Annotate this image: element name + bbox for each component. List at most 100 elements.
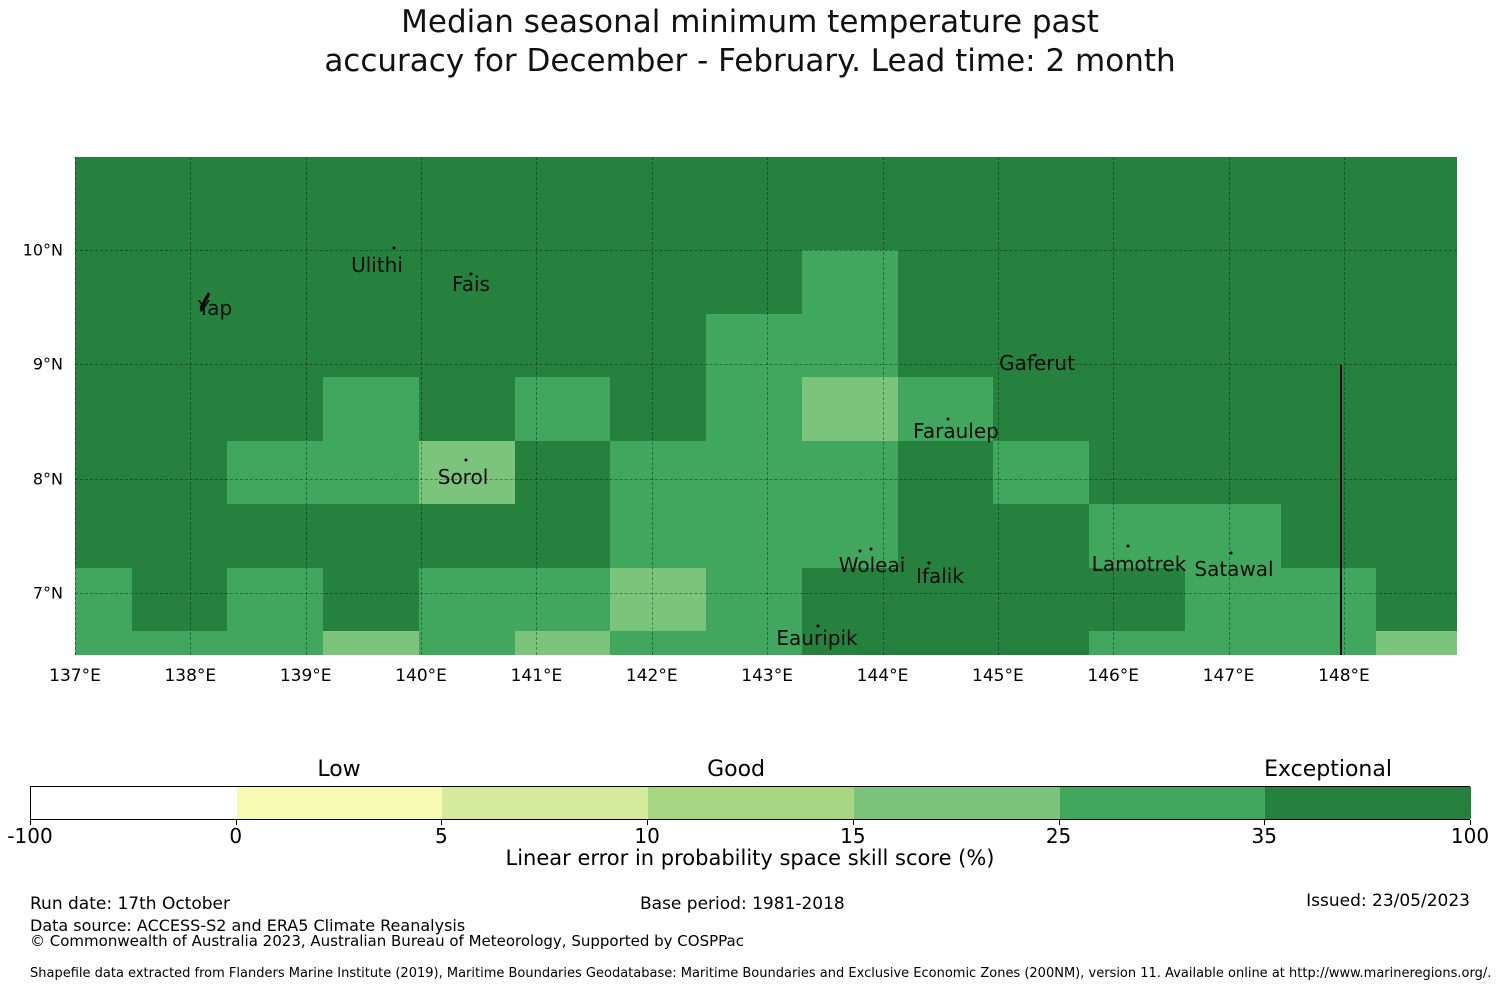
map-grid-cell xyxy=(1280,630,1377,655)
map-grid-cell xyxy=(514,186,611,251)
colorbar-segment xyxy=(31,787,238,819)
eez-boundary-line xyxy=(1340,365,1342,655)
map-grid-cell xyxy=(131,186,228,251)
map-gridline xyxy=(1113,157,1115,655)
map-grid-cell xyxy=(801,376,899,442)
map-gridline xyxy=(536,157,538,655)
colorbar-tick xyxy=(1470,820,1471,825)
map-grid-cell xyxy=(227,249,324,315)
map-grid-cell xyxy=(706,503,803,569)
map-grid-cell xyxy=(131,567,228,632)
map-gridline xyxy=(75,478,1457,480)
chart-title-line1: Median seasonal minimum temperature past xyxy=(401,4,1099,40)
map-grid-cell xyxy=(323,630,420,655)
map-grid-cell xyxy=(514,567,611,632)
island-label-faraulep: Faraulep xyxy=(913,419,999,443)
colorbar-segment xyxy=(1265,787,1472,819)
x-tick-label: 144°E xyxy=(856,666,909,686)
map-grid-cell xyxy=(227,440,324,505)
map-grid-cell xyxy=(610,630,707,655)
colorbar-tick-label: 0 xyxy=(229,824,243,848)
map-grid-cell xyxy=(418,249,516,315)
colorbar-segment xyxy=(1059,787,1266,819)
colorbar-tick xyxy=(1058,820,1060,825)
colorbar-tick xyxy=(30,820,31,825)
map-grid-cell xyxy=(323,567,420,632)
map-gridline xyxy=(75,364,1457,366)
data-source-text: Data source: ACCESS-S2 and ERA5 Climate … xyxy=(30,916,466,935)
map-grid-cell xyxy=(1280,186,1377,251)
base-period-text: Base period: 1981-2018 xyxy=(640,894,845,914)
map-grid-cell xyxy=(227,630,324,655)
map-grid-cell xyxy=(227,567,324,632)
map-grid-cell xyxy=(706,186,803,251)
island-marker-dot xyxy=(392,246,396,250)
map-grid-cell xyxy=(801,567,899,632)
x-tick-label: 140°E xyxy=(395,666,447,686)
shapefile-attribution-text: Shapefile data extracted from Flanders M… xyxy=(30,966,1492,981)
colorbar-segment xyxy=(236,787,443,819)
map-grid-cell xyxy=(706,249,803,315)
map-grid-cell xyxy=(227,313,324,378)
island-label-woleai: Woleai xyxy=(838,553,906,577)
map-gridline xyxy=(305,157,307,655)
colorbar-tick xyxy=(1264,820,1266,825)
map-grid-cell xyxy=(323,376,420,442)
map-grid-cell xyxy=(323,157,420,188)
colorbar-tick-label: 25 xyxy=(1045,824,1072,848)
map-grid-cell xyxy=(897,249,994,315)
map-grid-cell xyxy=(1376,567,1457,632)
colorbar-tick xyxy=(647,820,649,825)
map-grid-cell xyxy=(418,567,516,632)
map-grid-cell xyxy=(801,313,899,378)
yap-island-shape xyxy=(197,291,213,314)
map-grid-cell xyxy=(1184,157,1282,188)
map-grid-cell xyxy=(418,440,516,505)
map-grid-cell xyxy=(610,503,707,569)
map-grid-cell xyxy=(75,503,133,569)
colorbar-segment xyxy=(442,787,649,819)
map-grid-cell xyxy=(897,313,994,378)
x-tick-label: 147°E xyxy=(1202,666,1255,686)
map-grid-cell xyxy=(131,630,228,655)
map-gridline xyxy=(421,157,423,655)
map-grid-cell xyxy=(1280,313,1377,378)
colorbar-tick-label: 35 xyxy=(1251,824,1277,848)
map-grid-cell xyxy=(1184,630,1282,655)
map-grid-cell xyxy=(1089,313,1186,378)
island-marker-dot xyxy=(464,458,468,462)
island-marker-dot xyxy=(927,561,931,565)
map-grid-cell xyxy=(1184,503,1282,569)
map-grid-cell xyxy=(993,630,1090,655)
colorbar-tick-label: 15 xyxy=(840,824,866,848)
map-grid-cell xyxy=(418,313,516,378)
x-tick-label: 142°E xyxy=(625,666,678,686)
x-tick-label: 145°E xyxy=(972,666,1024,686)
island-marker-dot xyxy=(858,549,862,553)
map-grid-cell xyxy=(1280,376,1377,442)
map-grid-cell xyxy=(1089,567,1186,632)
map-gridline xyxy=(997,157,999,655)
map-grid-cell xyxy=(706,567,803,632)
map-grid-cell xyxy=(131,249,228,315)
colorbar-segment xyxy=(648,787,855,819)
map-grid-cell xyxy=(1184,249,1282,315)
map-grid-cell xyxy=(1280,249,1377,315)
map-grid-cell xyxy=(514,249,611,315)
map-grid-cell xyxy=(801,630,899,655)
island-label-sorol: Sorol xyxy=(437,465,489,489)
colorbar xyxy=(30,786,1472,820)
colorbar-tick-label: 100 xyxy=(1450,824,1490,848)
map-grid-cell xyxy=(1089,376,1186,442)
map-grid-cell xyxy=(993,186,1090,251)
map-grid-cell xyxy=(1280,157,1377,188)
map-grid-cell xyxy=(75,376,133,442)
map-grid-cell xyxy=(993,376,1090,442)
island-marker-dot xyxy=(469,272,473,276)
map-grid-cell xyxy=(1184,313,1282,378)
map-grid-cell xyxy=(1280,440,1377,505)
island-label-yap: Yap xyxy=(197,296,233,320)
map-grid-cell xyxy=(610,157,707,188)
map-grid-cell xyxy=(897,440,994,505)
map-grid-cell xyxy=(706,440,803,505)
